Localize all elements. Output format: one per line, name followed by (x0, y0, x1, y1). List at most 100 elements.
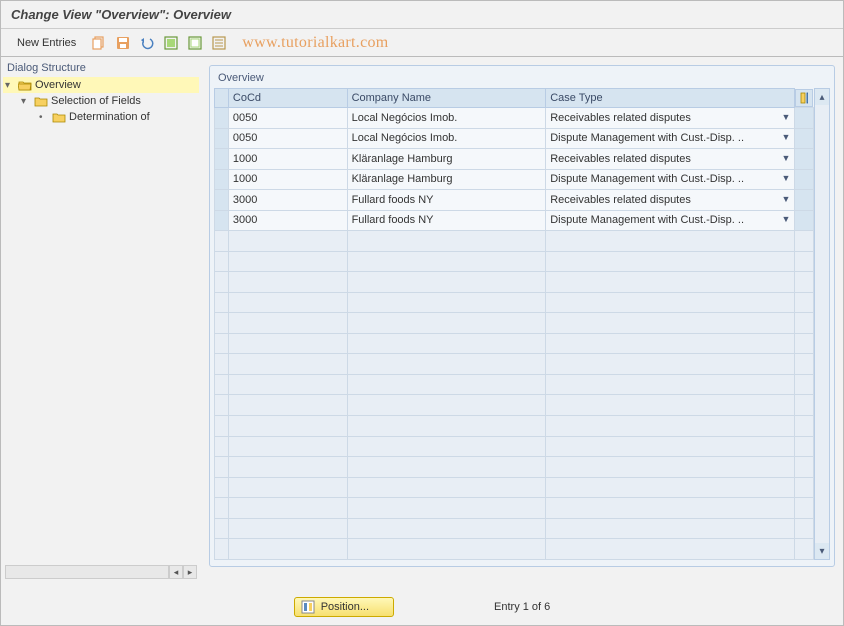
row-selector[interactable] (215, 108, 229, 129)
dropdown-icon[interactable]: ▼ (782, 214, 791, 224)
table-row-empty (215, 415, 814, 436)
watermark-text: www.tutorialkart.com (242, 34, 388, 52)
col-casetype[interactable]: Case Type (546, 89, 795, 108)
group-title: Overview (214, 70, 830, 88)
table-row-empty (215, 395, 814, 416)
dropdown-icon[interactable]: ▼ (782, 112, 791, 122)
cell-company: Local Negócios Imob. (347, 128, 546, 149)
row-tail (795, 190, 814, 211)
row-selector[interactable] (215, 169, 229, 190)
bullet-icon: • (39, 112, 49, 123)
footer: Position... Entry 1 of 6 (1, 597, 843, 617)
table-config-icon[interactable] (795, 89, 813, 107)
position-label: Position... (321, 601, 369, 613)
table-row-empty (215, 518, 814, 539)
scroll-left-icon[interactable]: ◂ (169, 565, 183, 579)
tree-item-selection[interactable]: ▾ Selection of Fields (3, 93, 199, 109)
table-row[interactable]: 1000Kläranlage HamburgReceivables relate… (215, 149, 814, 170)
new-entries-button[interactable]: New Entries (9, 35, 84, 51)
row-selector[interactable] (215, 210, 229, 231)
cell-company: Fullard foods NY (347, 210, 546, 231)
dropdown-icon[interactable]: ▼ (782, 173, 791, 183)
table-row-empty (215, 251, 814, 272)
save-icon[interactable] (114, 34, 132, 52)
table-vscroll[interactable]: ▴ ▾ (814, 88, 830, 560)
cell-company: Fullard foods NY (347, 190, 546, 211)
table-row[interactable]: 1000Kläranlage HamburgDispute Management… (215, 169, 814, 190)
cell-cocd[interactable]: 1000 (228, 149, 347, 170)
cell-cocd[interactable]: 0050 (228, 108, 347, 129)
position-button[interactable]: Position... (294, 597, 394, 617)
table-row-empty (215, 457, 814, 478)
config-icon[interactable] (210, 34, 228, 52)
scroll-up-icon[interactable]: ▴ (815, 89, 829, 105)
row-selector[interactable] (215, 128, 229, 149)
table-row-empty (215, 498, 814, 519)
overview-group: Overview CoCd Company Name Case Type (209, 65, 835, 567)
cell-cocd[interactable]: 0050 (228, 128, 347, 149)
cell-casetype[interactable]: Receivables related disputes▼ (546, 108, 795, 129)
row-tail (795, 169, 814, 190)
table-row[interactable]: 0050Local Negócios Imob.Dispute Manageme… (215, 128, 814, 149)
scroll-right-icon[interactable]: ▸ (183, 565, 197, 579)
table-row-empty (215, 374, 814, 395)
dialog-structure-sidebar: Dialog Structure ▾ Overview ▾ Selection … (1, 57, 201, 597)
table-row[interactable]: 3000Fullard foods NYDispute Management w… (215, 210, 814, 231)
undo-icon[interactable] (138, 34, 156, 52)
tree-item-overview[interactable]: ▾ Overview (3, 77, 199, 93)
tree: ▾ Overview ▾ Selection of Fields • Deter… (3, 77, 199, 125)
row-selector[interactable] (215, 149, 229, 170)
table-row-empty (215, 539, 814, 560)
table-row-empty (215, 477, 814, 498)
tree-item-label: Determination of (69, 111, 150, 123)
entry-count-label: Entry 1 of 6 (494, 601, 550, 613)
cell-casetype[interactable]: Dispute Management with Cust.-Disp. ..▼ (546, 128, 795, 149)
sidebar-header: Dialog Structure (3, 59, 199, 77)
row-selector-header[interactable] (215, 89, 229, 108)
folder-closed-icon (52, 112, 66, 123)
cell-casetype[interactable]: Dispute Management with Cust.-Disp. ..▼ (546, 169, 795, 190)
table-row-empty (215, 333, 814, 354)
tree-item-label: Selection of Fields (51, 95, 141, 107)
dropdown-icon[interactable]: ▼ (782, 132, 791, 142)
row-tail (795, 149, 814, 170)
deselect-icon[interactable] (186, 34, 204, 52)
table-row[interactable]: 3000Fullard foods NYReceivables related … (215, 190, 814, 211)
row-tail (795, 210, 814, 231)
cell-casetype[interactable]: Receivables related disputes▼ (546, 149, 795, 170)
toolbar: New Entries www.tutorialkart.com (1, 29, 843, 57)
tree-item-label: Overview (35, 79, 81, 91)
col-company[interactable]: Company Name (347, 89, 546, 108)
cell-company: Local Negócios Imob. (347, 108, 546, 129)
row-tail (795, 128, 814, 149)
cell-cocd[interactable]: 3000 (228, 190, 347, 211)
cell-cocd[interactable]: 3000 (228, 210, 347, 231)
tree-toggle-icon[interactable]: ▾ (21, 96, 31, 107)
folder-closed-icon (34, 96, 48, 107)
table-row-empty (215, 436, 814, 457)
tree-item-determination[interactable]: • Determination of (3, 109, 199, 125)
table-row-empty (215, 272, 814, 293)
select-all-icon[interactable] (162, 34, 180, 52)
row-tail (795, 108, 814, 129)
cell-cocd[interactable]: 1000 (228, 169, 347, 190)
cell-casetype[interactable]: Dispute Management with Cust.-Disp. ..▼ (546, 210, 795, 231)
cell-company: Kläranlage Hamburg (347, 149, 546, 170)
row-selector[interactable] (215, 190, 229, 211)
sidebar-hscroll[interactable]: ◂ ▸ (5, 565, 197, 579)
table-row[interactable]: 0050Local Negócios Imob.Receivables rela… (215, 108, 814, 129)
cell-casetype[interactable]: Receivables related disputes▼ (546, 190, 795, 211)
col-cocd[interactable]: CoCd (228, 89, 347, 108)
table-row-empty (215, 292, 814, 313)
copy-icon[interactable] (90, 34, 108, 52)
table-row-empty (215, 231, 814, 252)
tree-toggle-icon[interactable]: ▾ (5, 80, 15, 91)
scroll-down-icon[interactable]: ▾ (815, 543, 829, 559)
dropdown-icon[interactable]: ▼ (782, 194, 791, 204)
dropdown-icon[interactable]: ▼ (782, 153, 791, 163)
position-icon (301, 600, 315, 614)
cell-company: Kläranlage Hamburg (347, 169, 546, 190)
folder-open-icon (18, 80, 32, 91)
page-title: Change View "Overview": Overview (1, 1, 843, 29)
table-row-empty (215, 313, 814, 334)
